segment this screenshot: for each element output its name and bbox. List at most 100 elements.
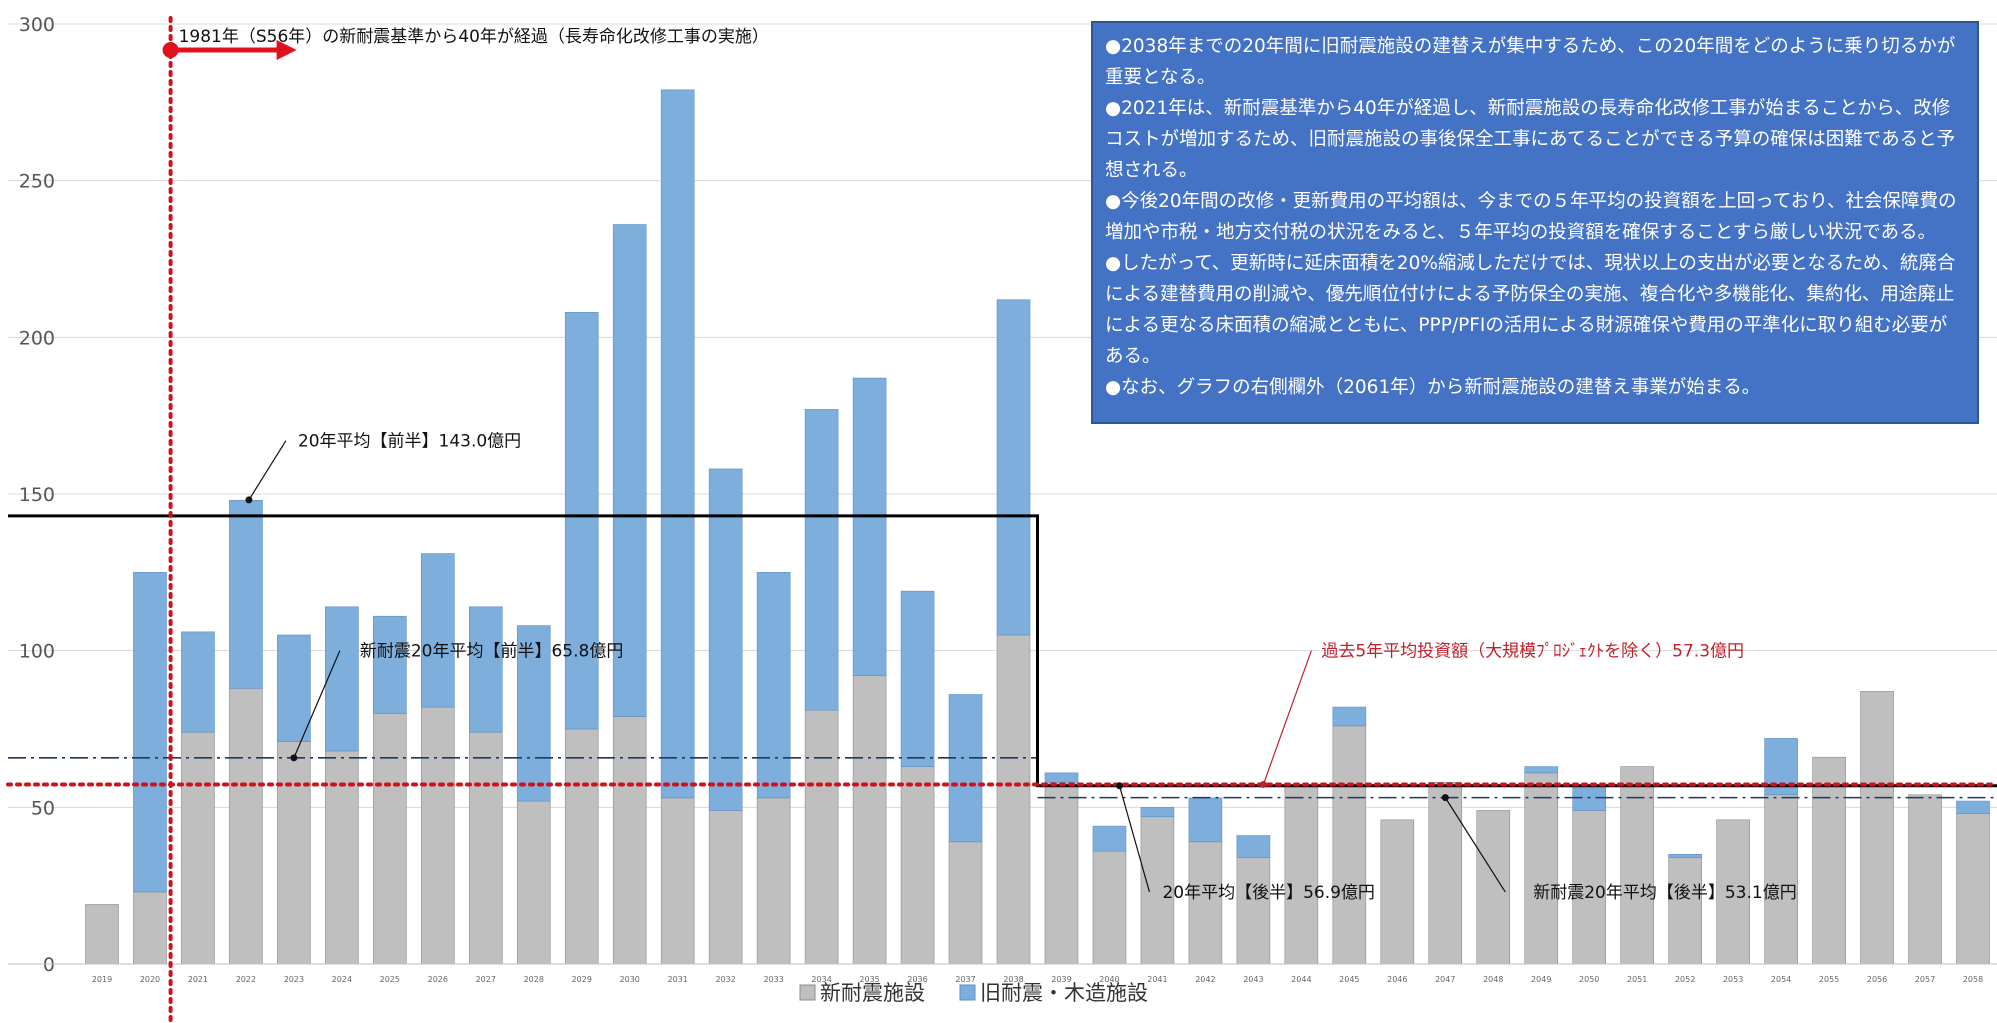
bar-2023-old (277, 634, 311, 742)
x-tick-label: 2039 (1051, 975, 1071, 984)
bar-2041-new (1140, 816, 1175, 965)
bar-2021-new (181, 731, 215, 965)
bar-2044-new (1284, 785, 1319, 965)
x-tick-label: 2031 (668, 975, 688, 984)
bar-2039-old (1044, 772, 1079, 783)
note-5: ●なお、グラフの右側欄外（2061年）から新耐震施設の建替え事業が始まる。 (1105, 377, 1761, 398)
ann-total-first-leader-dot (245, 496, 253, 504)
x-tick-label: 2052 (1675, 975, 1695, 984)
bar-2032-old (708, 468, 743, 811)
y-tick-label: 150 (19, 484, 55, 506)
bar-2032-new (708, 810, 743, 965)
bar-2043-new (1236, 857, 1271, 965)
y-tick-label: 250 (19, 171, 55, 193)
y-tick-label: 200 (19, 327, 55, 349)
ann-total-first-leader (248, 440, 287, 501)
bar-2029-new (564, 728, 599, 965)
x-tick-label: 2030 (620, 975, 640, 984)
y-tick-label: 0 (43, 954, 55, 976)
x-tick-label: 2021 (188, 975, 208, 984)
ann-new-first-leader (293, 650, 341, 759)
bar-2049-old (1524, 766, 1559, 774)
legend-label-new: 新耐震施設 (820, 981, 925, 1005)
x-tick-label: 2034 (811, 975, 831, 984)
bar-2034-new (804, 709, 839, 965)
x-tick-label: 2028 (524, 975, 544, 984)
bar-2035-old (852, 377, 887, 677)
bar-2050-new (1572, 810, 1607, 965)
vertical-marker-arrow-head (276, 40, 297, 60)
x-tick-label: 2022 (236, 975, 256, 984)
x-tick-label: 2055 (1819, 975, 1839, 984)
x-tick-label: 2035 (859, 975, 879, 984)
ann-new-second-leader-dot (1441, 794, 1449, 802)
x-tick-label: 2043 (1243, 975, 1263, 984)
x-tick-label: 2058 (1963, 975, 1983, 984)
x-tick-label: 2054 (1771, 975, 1791, 984)
bar-2040-old (1092, 825, 1127, 852)
bar-2026-old (421, 553, 455, 708)
note-1: ●2038年までの20年間に旧耐震施設の建替えが集中するため、この20年間をどの… (1105, 36, 1956, 88)
x-tick-label: 2050 (1579, 975, 1599, 984)
bar-2045-old (1332, 706, 1367, 727)
note-2: ●2021年は、新耐震基準から40年が経過し、新耐震施設の長寿命化改修工事が始ま… (1105, 98, 1956, 181)
bar-2038-old (996, 299, 1031, 636)
bar-2031-old (660, 89, 695, 799)
legend-swatch-old (959, 984, 976, 1001)
bar-2028-old (516, 625, 551, 802)
ann-total-second-leader (1118, 785, 1151, 893)
bar-2033-new (756, 797, 791, 965)
bar-2054-new (1764, 794, 1798, 965)
bar-2042-new (1188, 841, 1223, 965)
bar-2025-new (373, 713, 407, 965)
legend-label-old: 旧耐震・木造施設 (980, 981, 1148, 1005)
bars (85, 89, 1990, 965)
ann-new-second-leader (1444, 797, 1506, 893)
x-tick-label: 2023 (284, 975, 304, 984)
bar-2058-old (1956, 800, 1990, 814)
ann-past-invest: 過去5年平均投資額（大規模ﾌﾟﾛｼﾞｪｸﾄを除く）57.3億円 (1321, 642, 1744, 662)
ann-total-first: 20年平均【前半】143.0億円 (298, 432, 521, 452)
x-tick-label: 2049 (1531, 975, 1551, 984)
bar-2030-new (612, 716, 647, 965)
x-tick-label: 2046 (1387, 975, 1407, 984)
x-tick-label: 2026 (428, 975, 448, 984)
bar-2041-old (1140, 807, 1175, 818)
bar-2055-new (1812, 756, 1846, 965)
x-tick-label: 2029 (572, 975, 592, 984)
x-tick-label: 2025 (380, 975, 400, 984)
bar-2033-old (756, 572, 791, 799)
x-tick-label: 2019 (92, 975, 112, 984)
notes-box: ●2038年までの20年間に旧耐震施設の建替えが集中するため、この20年間をどの… (1091, 21, 1979, 424)
bar-2025-old (373, 615, 407, 714)
ann-new-second: 新耐震20年平均【後半】53.1億円 (1533, 883, 1796, 903)
bar-2038-new (996, 634, 1031, 965)
bar-2020-old (133, 572, 167, 893)
x-tick-label: 2057 (1915, 975, 1935, 984)
note-3: ●今後20年間の改修・更新費用の平均額は、今までの５年平均の投資額を上回っており… (1105, 191, 1957, 243)
y-tick-label: 50 (31, 797, 55, 819)
bar-2019-new (85, 904, 119, 965)
x-tick-label: 2047 (1435, 975, 1455, 984)
bar-2034-old (804, 409, 839, 711)
bar-2056-new (1860, 691, 1894, 965)
bar-2048-new (1476, 810, 1511, 965)
y-tick-label: 100 (19, 641, 55, 663)
bar-2036-old (900, 590, 935, 767)
bar-2042-old (1188, 797, 1223, 843)
x-tick-label: 2051 (1627, 975, 1647, 984)
bar-2021-old (181, 631, 215, 733)
bar-2024-old (325, 606, 359, 752)
ann-total-second: 20年平均【後半】56.9億円 (1162, 883, 1374, 903)
x-tick-label: 2038 (1003, 975, 1023, 984)
bar-2040-new (1092, 850, 1127, 965)
bar-2020-new (133, 891, 167, 965)
bar-2031-new (660, 797, 695, 965)
x-tick-label: 2048 (1483, 975, 1503, 984)
bar-2029-old (564, 311, 599, 730)
bar-2023-new (277, 741, 311, 965)
ref-total-avg (8, 514, 1997, 788)
bar-2026-new (421, 706, 455, 965)
